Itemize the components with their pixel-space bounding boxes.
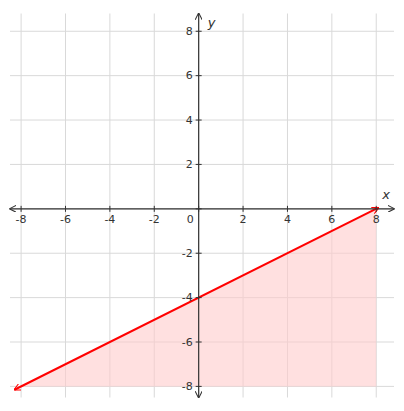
- grid-line-y: [10, 164, 394, 165]
- y-axis-label: y: [207, 15, 216, 30]
- x-axis: [10, 208, 394, 209]
- x-tick-label: 4: [284, 213, 291, 226]
- grid-line-x: [21, 14, 22, 398]
- y-tick: [196, 342, 202, 343]
- y-tick: [196, 164, 202, 165]
- y-axis: [198, 14, 199, 398]
- y-tick: [196, 120, 202, 121]
- x-tick-label: -6: [60, 213, 71, 226]
- y-tick: [196, 386, 202, 387]
- y-tick: [196, 75, 202, 76]
- chart-container: -8 -6 -4 -2 2 4 6 8 -8 -6 -4 -2 2 4 6 8 0 x y: [0, 0, 404, 411]
- grid-line-x: [109, 14, 110, 398]
- x-tick-label: -8: [16, 213, 27, 226]
- y-tick: [196, 253, 202, 254]
- x-tick-label: -4: [104, 213, 115, 226]
- x-tick: [21, 206, 22, 212]
- x-tick: [109, 206, 110, 212]
- y-tick: [196, 297, 202, 298]
- chart: -8 -6 -4 -2 2 4 6 8 -8 -6 -4 -2 2 4 6 8 0 x y: [0, 0, 404, 411]
- boundary-line: [14, 208, 378, 390]
- axes: -8 -6 -4 -2 2 4 6 8 -8 -6 -4 -2 2 4 6 8 0: [10, 14, 394, 398]
- y-tick-label: -2: [182, 247, 193, 260]
- x-tick-label: 6: [328, 213, 335, 226]
- y-tick-label: -6: [182, 336, 193, 349]
- y-tick-label: 2: [186, 158, 193, 171]
- y-tick-label: -4: [182, 291, 193, 304]
- y-tick: [196, 31, 202, 32]
- x-tick: [376, 206, 377, 212]
- grid-line-y: [10, 75, 394, 76]
- plot-area: [14, 208, 378, 390]
- x-axis-label: x: [381, 187, 390, 202]
- grid: [10, 14, 394, 398]
- x-tick: [65, 206, 66, 212]
- grid-line-y: [10, 208, 394, 209]
- origin-label: 0: [187, 213, 194, 226]
- x-tick: [287, 206, 288, 212]
- y-tick-label: 8: [186, 25, 193, 38]
- x-tick-label: 8: [373, 213, 380, 226]
- grid-line-y: [10, 120, 394, 121]
- x-tick: [331, 206, 332, 212]
- y-tick-label: 6: [186, 69, 193, 82]
- y-tick-label: -8: [182, 380, 193, 393]
- grid-line-x: [65, 14, 66, 398]
- x-tick-label: -2: [149, 213, 160, 226]
- grid-line-x: [198, 14, 199, 398]
- x-tick: [243, 206, 244, 212]
- y-tick-label: 4: [186, 114, 193, 127]
- grid-line-y: [10, 31, 394, 32]
- y-tick: [196, 208, 202, 209]
- x-tick-label: 2: [240, 213, 247, 226]
- x-tick: [154, 206, 155, 212]
